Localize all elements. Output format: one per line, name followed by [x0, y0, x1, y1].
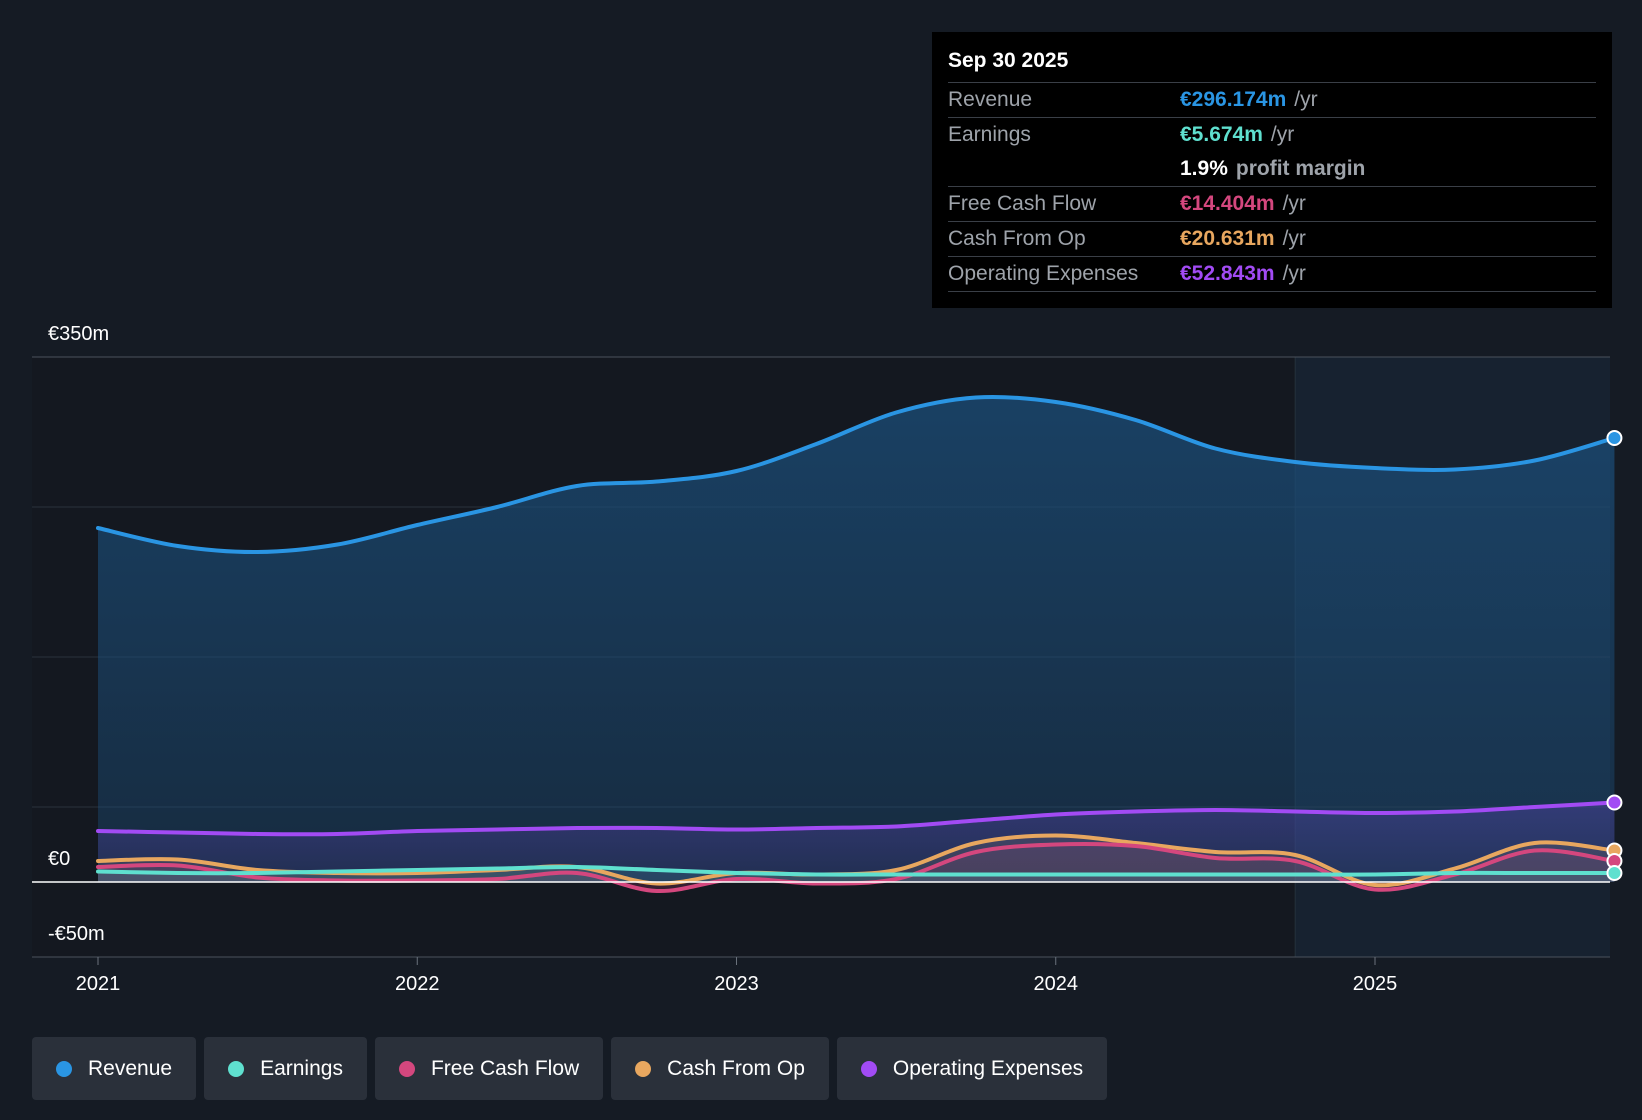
x-tick-label: 2025: [1353, 973, 1398, 995]
legend-item-earnings[interactable]: Earnings: [204, 1037, 367, 1100]
tooltip: Sep 30 2025 Revenue €296.174m /yr Earnin…: [932, 32, 1612, 308]
tooltip-label: Cash From Op: [948, 227, 1086, 250]
tooltip-value: 1.9%: [1180, 157, 1228, 180]
tooltip-row-earnings: Earnings €5.674m /yr: [948, 118, 1596, 152]
x-tick-label: 2021: [76, 973, 121, 995]
legend-label: Revenue: [88, 1056, 173, 1080]
y-label-bottom: -€50m: [48, 923, 105, 945]
x-tick-label: 2022: [395, 973, 440, 995]
x-tick-label: 2023: [714, 973, 759, 995]
tooltip-value: €5.674m: [1180, 123, 1263, 146]
revenue-area: [98, 396, 1615, 882]
tooltip-unit: /yr: [1270, 123, 1295, 146]
revenue-end-point: [1606, 430, 1623, 446]
legend-label: Earnings: [260, 1056, 343, 1080]
legend-label: Operating Expenses: [892, 1056, 1084, 1080]
tooltip-label: Operating Expenses: [948, 262, 1139, 285]
tooltip-unit: profit margin: [1235, 157, 1366, 180]
tooltip-row-revenue: Revenue €296.174m /yr: [948, 83, 1596, 118]
chart: 2021 2022 2023 2024 2025 €350m €0 -€50m: [32, 323, 1623, 995]
tooltip-unit: /yr: [1282, 192, 1306, 215]
earnings-end-point: [1606, 865, 1623, 881]
tooltip-row-cash-from-op: Cash From Op €20.631m /yr: [948, 222, 1596, 257]
legend: Revenue Earnings Free Cash Flow Cash Fro…: [32, 1037, 1108, 1100]
y-label-zero: €0: [48, 848, 70, 870]
earnings-dot-icon: [228, 1060, 245, 1077]
tooltip-unit: /yr: [1294, 88, 1318, 111]
legend-item-cash-from-op[interactable]: Cash From Op: [611, 1037, 829, 1100]
tooltip-row-operating-expenses: Operating Expenses €52.843m /yr: [948, 257, 1596, 292]
tooltip-value: €14.404m: [1180, 192, 1275, 215]
cash-from-op-dot-icon: [635, 1060, 652, 1077]
operating-expenses-line: [96, 800, 1617, 837]
legend-item-free-cash-flow[interactable]: Free Cash Flow: [374, 1037, 604, 1100]
legend-label: Free Cash Flow: [430, 1056, 580, 1080]
tooltip-date: Sep 30 2025: [948, 46, 1596, 83]
legend-item-revenue[interactable]: Revenue: [32, 1037, 197, 1100]
tooltip-label: Earnings: [948, 123, 1031, 146]
tooltip-unit: /yr: [1282, 227, 1306, 250]
tooltip-row-free-cash-flow: Free Cash Flow €14.404m /yr: [948, 187, 1596, 222]
tooltip-unit: /yr: [1282, 262, 1306, 285]
legend-item-operating-expenses[interactable]: Operating Expenses: [836, 1037, 1108, 1100]
operating-expenses-dot-icon: [860, 1060, 877, 1077]
earnings-line: [96, 864, 1617, 877]
tooltip-label: Free Cash Flow: [948, 192, 1097, 215]
y-label-top: €350m: [48, 323, 109, 345]
revenue-dot-icon: [56, 1060, 72, 1077]
revenue-line: [96, 394, 1617, 555]
tooltip-value: €52.843m: [1180, 262, 1275, 285]
tooltip-row-profit-margin: 1.9% profit margin: [948, 152, 1596, 187]
free-cash-flow-dot-icon: [398, 1060, 415, 1077]
tooltip-value: €296.174m: [1180, 88, 1287, 111]
x-tick-label: 2024: [1034, 973, 1079, 995]
tooltip-value: €20.631m: [1180, 227, 1275, 250]
tooltip-label: Revenue: [948, 88, 1033, 111]
operating-expenses-end-point: [1606, 794, 1623, 811]
legend-label: Cash From Op: [667, 1056, 805, 1080]
